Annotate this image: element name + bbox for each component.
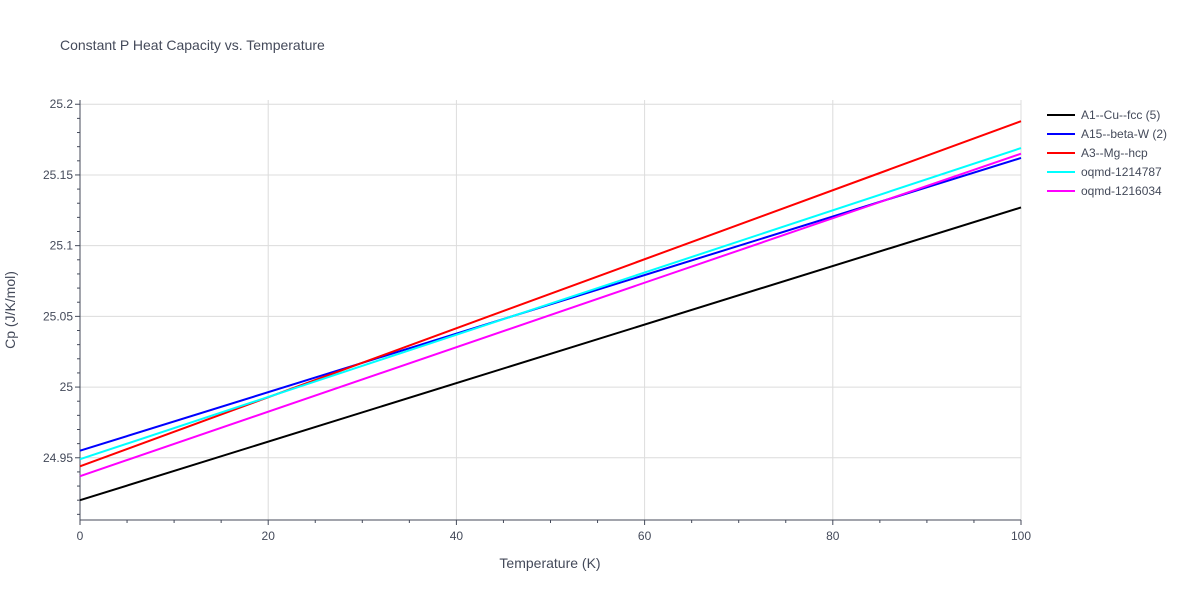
x-tick-label: 60 <box>638 529 652 543</box>
series-line <box>79 152 1022 478</box>
series-lines <box>79 120 1022 502</box>
legend: A1--Cu--fcc (5) A15--beta-W (2) A3--Mg--hc… <box>1047 108 1167 198</box>
legend-label: A1--Cu--fcc (5) <box>1081 108 1160 122</box>
x-tick-label: 20 <box>262 529 276 543</box>
x-tick-label: 40 <box>450 529 464 543</box>
y-tick-label: 24.95 <box>43 451 73 465</box>
grid-lines <box>80 100 1022 520</box>
y-tick-label: 25.15 <box>43 168 73 182</box>
legend-label: oqmd-1214787 <box>1081 165 1162 179</box>
legend-label: A3--Mg--hcp <box>1081 146 1148 160</box>
legend-label: A15--beta-W (2) <box>1081 127 1167 141</box>
legend-label: oqmd-1216034 <box>1081 184 1162 198</box>
axes <box>75 100 1022 525</box>
series-line <box>79 206 1022 502</box>
y-tick-label: 25 <box>60 380 74 394</box>
x-tick-label: 0 <box>77 529 84 543</box>
series-line <box>79 147 1022 461</box>
tick-labels: 0 20 40 60 80 100 24.95 25 25.05 25.1 25.15 25.2 <box>43 97 1031 543</box>
y-tick-label: 25.1 <box>50 239 74 253</box>
series-line <box>79 120 1022 468</box>
chart-title: Constant P Heat Capacity vs. Temperature <box>60 37 325 53</box>
x-tick-label: 100 <box>1011 529 1031 543</box>
x-tick-label: 80 <box>826 529 840 543</box>
x-axis-title: Temperature (K) <box>499 555 600 571</box>
y-axis-title: Cp (J/K/mol) <box>2 271 18 349</box>
y-tick-label: 25.2 <box>50 97 74 111</box>
y-tick-label: 25.05 <box>43 309 73 323</box>
